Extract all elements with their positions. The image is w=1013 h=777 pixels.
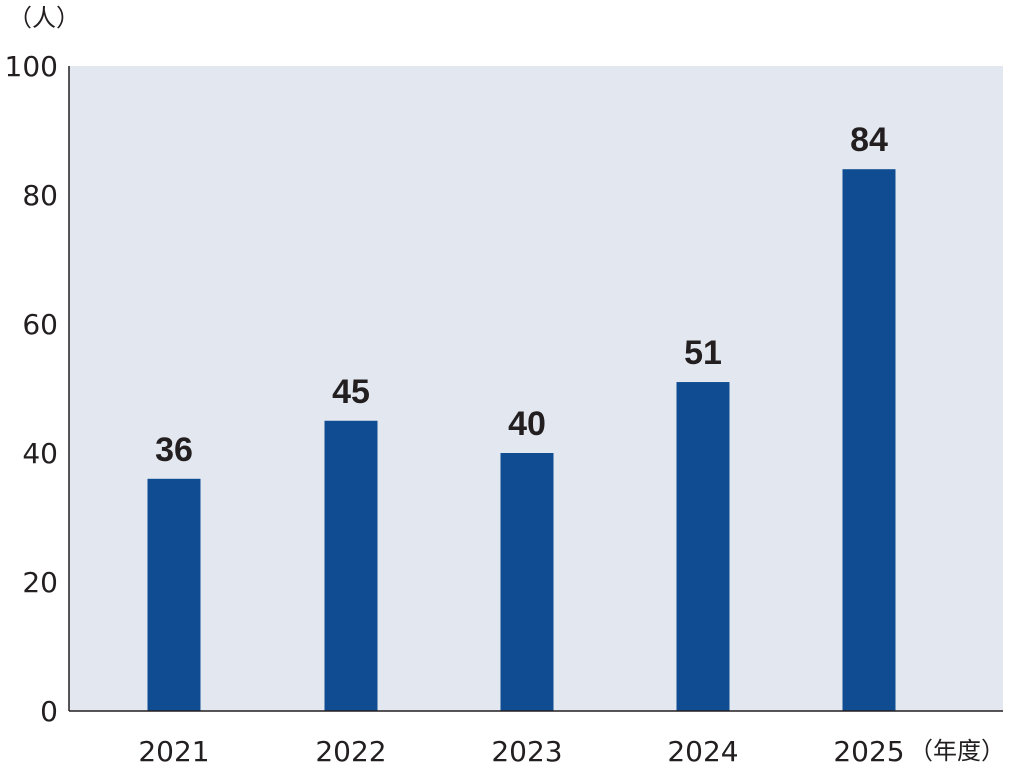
bar-2021 — [147, 478, 201, 711]
x-tick-labels: 2021 2022 2023 2024 2025 — [138, 735, 904, 768]
x-tick-2023: 2023 — [491, 735, 562, 768]
bar-2022 — [324, 420, 378, 711]
bars-group — [147, 169, 896, 711]
bar-2023 — [500, 453, 554, 711]
y-tick-labels: 0 20 40 60 80 100 — [5, 50, 58, 728]
x-axis-unit-label: （年度） — [909, 737, 1005, 765]
x-tick-2021: 2021 — [138, 735, 209, 768]
y-tick-100: 100 — [5, 50, 58, 83]
y-axis-unit-label: （人） — [8, 4, 80, 32]
x-tick-2024: 2024 — [667, 735, 738, 768]
data-label-2025: 84 — [850, 121, 888, 159]
y-tick-80: 80 — [22, 179, 58, 212]
x-tick-2025: 2025 — [833, 735, 904, 768]
y-tick-60: 60 — [22, 308, 58, 341]
data-label-2023: 40 — [508, 405, 546, 443]
data-label-2022: 45 — [332, 373, 370, 411]
y-tick-40: 40 — [22, 437, 58, 470]
bar-2025 — [842, 169, 896, 711]
value-labels-group: 36 45 40 51 84 — [155, 121, 888, 469]
data-label-2021: 36 — [155, 431, 193, 469]
x-tick-2022: 2022 — [315, 735, 386, 768]
data-label-2024: 51 — [684, 334, 722, 372]
y-tick-20: 20 — [22, 566, 58, 599]
bar-2024 — [676, 382, 730, 711]
y-tick-0: 0 — [40, 695, 58, 728]
